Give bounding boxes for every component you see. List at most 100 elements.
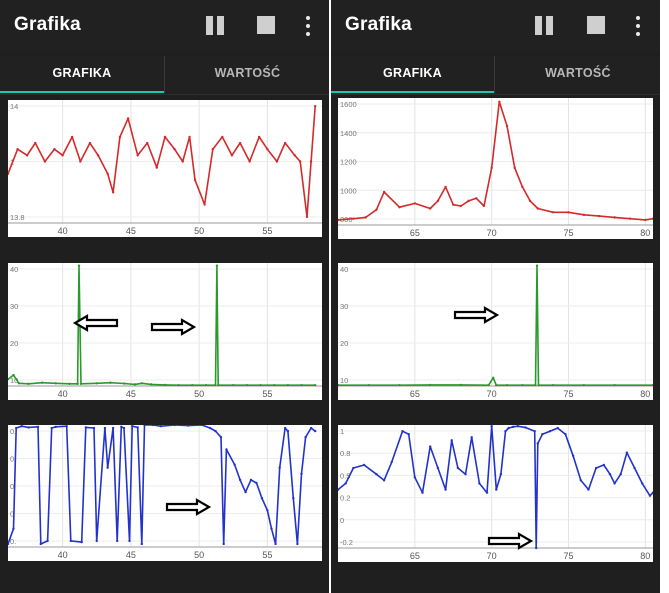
more-vert-icon[interactable] xyxy=(635,16,641,36)
series-line xyxy=(338,100,653,221)
x-tick-label: 55 xyxy=(262,226,272,236)
data-point xyxy=(536,207,539,210)
data-point xyxy=(111,426,115,430)
y-tick-label: 1000 xyxy=(340,186,357,195)
tab-grafika[interactable]: GRAFIKA xyxy=(0,56,164,93)
data-point xyxy=(490,166,493,170)
data-point xyxy=(428,383,432,387)
data-point xyxy=(401,429,404,433)
y-tick-label: 30 xyxy=(10,302,18,311)
data-point xyxy=(65,425,68,428)
data-point xyxy=(120,425,123,429)
data-point xyxy=(232,383,235,387)
data-point xyxy=(266,148,269,151)
tab-bar: GRAFIKA WARTOŚĆ xyxy=(0,56,329,95)
x-tick-label: 50 xyxy=(194,389,204,399)
data-point xyxy=(283,141,287,145)
y-tick-label: 0 xyxy=(10,510,14,519)
data-point xyxy=(507,426,510,430)
x-tick-label: 50 xyxy=(194,226,204,236)
data-point xyxy=(651,217,653,220)
data-point xyxy=(407,433,410,436)
data-point xyxy=(533,429,536,433)
data-point xyxy=(211,148,214,151)
data-point xyxy=(200,425,204,427)
arrow-right-icon xyxy=(453,306,500,324)
data-point xyxy=(204,383,208,387)
data-point xyxy=(249,478,253,482)
data-point xyxy=(398,383,401,387)
pause-icon[interactable] xyxy=(206,16,224,35)
data-point xyxy=(283,426,287,430)
x-tick-label: 65 xyxy=(410,389,420,399)
stop-icon[interactable] xyxy=(257,16,275,34)
data-point xyxy=(222,542,225,546)
data-point xyxy=(602,463,606,467)
data-point xyxy=(651,491,653,494)
stop-icon[interactable] xyxy=(587,16,605,34)
data-point xyxy=(528,199,532,203)
series-line xyxy=(338,264,653,386)
y-tick-label: 0.2 xyxy=(340,494,350,503)
data-point xyxy=(313,383,317,387)
y-tick-label: 40 xyxy=(340,265,348,274)
x-tick-label: 40 xyxy=(58,550,68,560)
data-point xyxy=(428,207,432,210)
data-point xyxy=(300,383,303,387)
data-point xyxy=(17,382,21,385)
data-point xyxy=(452,203,455,206)
data-point xyxy=(230,154,234,157)
y-tick-label: 0.5 xyxy=(340,471,350,480)
x-tick-label: 45 xyxy=(126,226,136,236)
data-point xyxy=(118,135,122,139)
data-point xyxy=(571,454,575,457)
data-point xyxy=(641,482,644,485)
data-point xyxy=(305,215,309,219)
line-chart: 40 30 20 10 65 70 75 80 xyxy=(338,263,653,399)
data-point xyxy=(352,466,355,470)
data-point xyxy=(524,426,527,429)
tab-wartosc[interactable]: WARTOŚĆ xyxy=(494,56,660,93)
data-point xyxy=(648,494,652,497)
chart-panel-green: 40 30 20 10 65 70 75 80 xyxy=(338,263,653,400)
data-point xyxy=(536,442,539,445)
data-point xyxy=(151,425,154,427)
pause-icon[interactable] xyxy=(535,16,553,35)
data-point xyxy=(273,383,276,387)
x-tick-label: 80 xyxy=(640,389,650,399)
data-point xyxy=(495,488,498,491)
app-title: Grafika xyxy=(14,14,81,35)
x-tick-label: 70 xyxy=(487,228,497,238)
data-point xyxy=(436,199,440,203)
data-point xyxy=(304,436,307,439)
y-tick-label: 20 xyxy=(340,339,348,348)
series-line xyxy=(8,106,316,218)
data-point xyxy=(390,460,393,464)
tab-wartosc[interactable]: WARTOŚĆ xyxy=(164,56,329,93)
data-point xyxy=(77,264,81,267)
data-point xyxy=(382,479,386,482)
y-tick-label: 0. xyxy=(10,537,16,546)
y-tick-label: 10 xyxy=(10,376,18,385)
tab-grafika[interactable]: GRAFIKA xyxy=(331,56,494,93)
x-tick-label: 75 xyxy=(563,389,573,399)
data-point xyxy=(163,383,167,387)
data-point xyxy=(191,383,194,387)
more-vert-icon[interactable] xyxy=(305,16,311,36)
data-point xyxy=(459,204,463,208)
x-tick-label: 65 xyxy=(410,228,420,238)
y-tick-label: 14 xyxy=(10,102,18,111)
data-point xyxy=(450,439,453,442)
data-point xyxy=(8,542,10,546)
data-point xyxy=(504,429,507,433)
data-point xyxy=(598,214,601,218)
y-tick-label: 40 xyxy=(10,265,18,274)
data-point xyxy=(375,208,378,211)
data-point xyxy=(12,373,15,377)
arrow-right-icon xyxy=(487,532,534,550)
data-point xyxy=(173,425,176,427)
line-chart: 0. 0 0 0 0. 40 45 50 55 xyxy=(8,425,322,560)
data-point xyxy=(266,509,269,512)
data-point xyxy=(106,466,109,469)
data-point xyxy=(96,154,100,157)
